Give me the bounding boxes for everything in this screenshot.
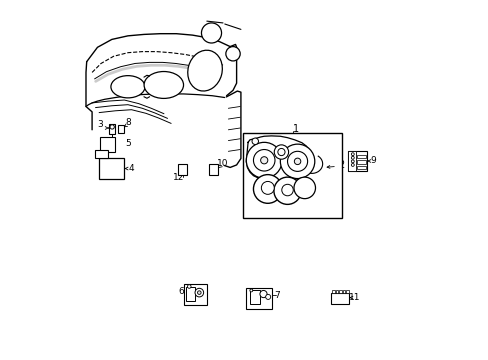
Circle shape [197, 291, 201, 294]
Circle shape [277, 148, 285, 156]
Bar [346, 291, 348, 293]
Text: 6: 6 [178, 287, 183, 296]
Bar [94, 150, 108, 158]
Circle shape [246, 142, 282, 178]
Text: 9: 9 [369, 157, 375, 166]
Circle shape [251, 138, 258, 144]
Circle shape [187, 285, 191, 288]
Bar [342, 291, 345, 293]
Circle shape [351, 163, 353, 166]
Circle shape [351, 156, 353, 159]
Bar [99, 158, 124, 179]
Circle shape [260, 291, 266, 298]
Bar [249, 291, 259, 304]
Bar [356, 155, 365, 158]
Circle shape [249, 289, 252, 292]
Bar [178, 164, 187, 175]
Bar [348, 151, 366, 171]
Bar [100, 137, 115, 152]
Circle shape [265, 294, 270, 300]
Text: 2: 2 [338, 160, 344, 170]
Circle shape [293, 177, 315, 199]
Ellipse shape [187, 50, 222, 91]
Text: 8: 8 [125, 118, 131, 127]
Bar [339, 291, 341, 293]
Bar [109, 125, 115, 134]
Circle shape [253, 149, 274, 171]
Bar [331, 291, 334, 293]
Bar [186, 287, 195, 301]
Circle shape [351, 153, 353, 156]
Circle shape [253, 175, 282, 203]
Circle shape [294, 158, 300, 165]
Bar [348, 151, 356, 171]
Text: 12: 12 [172, 174, 183, 183]
Text: 1: 1 [293, 124, 299, 134]
Circle shape [225, 46, 240, 61]
Bar [183, 284, 206, 305]
Bar [356, 166, 365, 169]
Circle shape [261, 181, 274, 194]
Bar [330, 293, 348, 304]
Text: 10: 10 [216, 159, 227, 168]
Circle shape [281, 184, 293, 196]
Bar [335, 291, 337, 293]
Bar [118, 125, 123, 133]
Circle shape [201, 23, 221, 43]
Bar [356, 160, 365, 164]
Ellipse shape [144, 72, 183, 98]
Text: 11: 11 [348, 293, 359, 302]
Text: 5: 5 [125, 139, 131, 148]
Ellipse shape [111, 76, 144, 98]
Circle shape [260, 157, 267, 164]
Text: 3: 3 [97, 120, 102, 129]
Bar [243, 134, 341, 218]
Polygon shape [246, 136, 311, 184]
Circle shape [273, 177, 301, 204]
Text: 4: 4 [128, 164, 134, 173]
Bar [208, 164, 217, 175]
Text: 7: 7 [274, 291, 280, 300]
Circle shape [274, 145, 288, 159]
Bar [246, 288, 271, 309]
Circle shape [351, 160, 353, 163]
Circle shape [110, 125, 114, 129]
Circle shape [280, 144, 314, 179]
Circle shape [195, 288, 203, 297]
Circle shape [287, 151, 307, 171]
